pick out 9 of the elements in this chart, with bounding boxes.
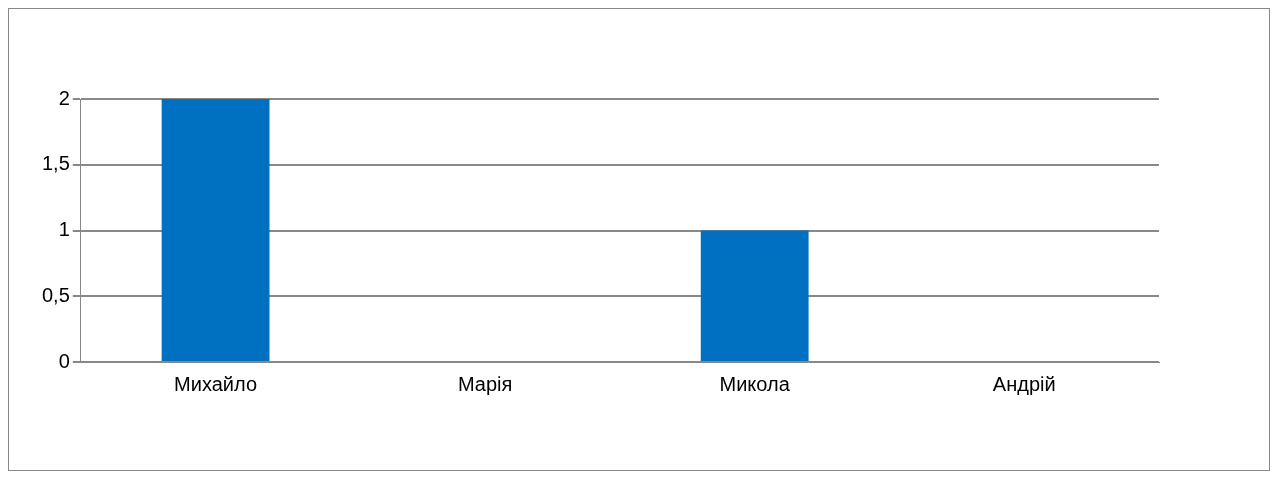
x-tick-label: Микола	[719, 372, 791, 395]
y-tick-label: 2	[58, 86, 70, 109]
x-tick-label: Михайло	[174, 372, 258, 395]
y-tick-label: 1,5	[41, 152, 70, 175]
y-tick-label: 0	[58, 349, 70, 372]
y-tick-label: 0,5	[41, 283, 70, 306]
x-tick-label: Андрій	[992, 372, 1056, 395]
x-tick-label: Марія	[457, 372, 513, 395]
y-tick-label: 1	[58, 218, 70, 241]
